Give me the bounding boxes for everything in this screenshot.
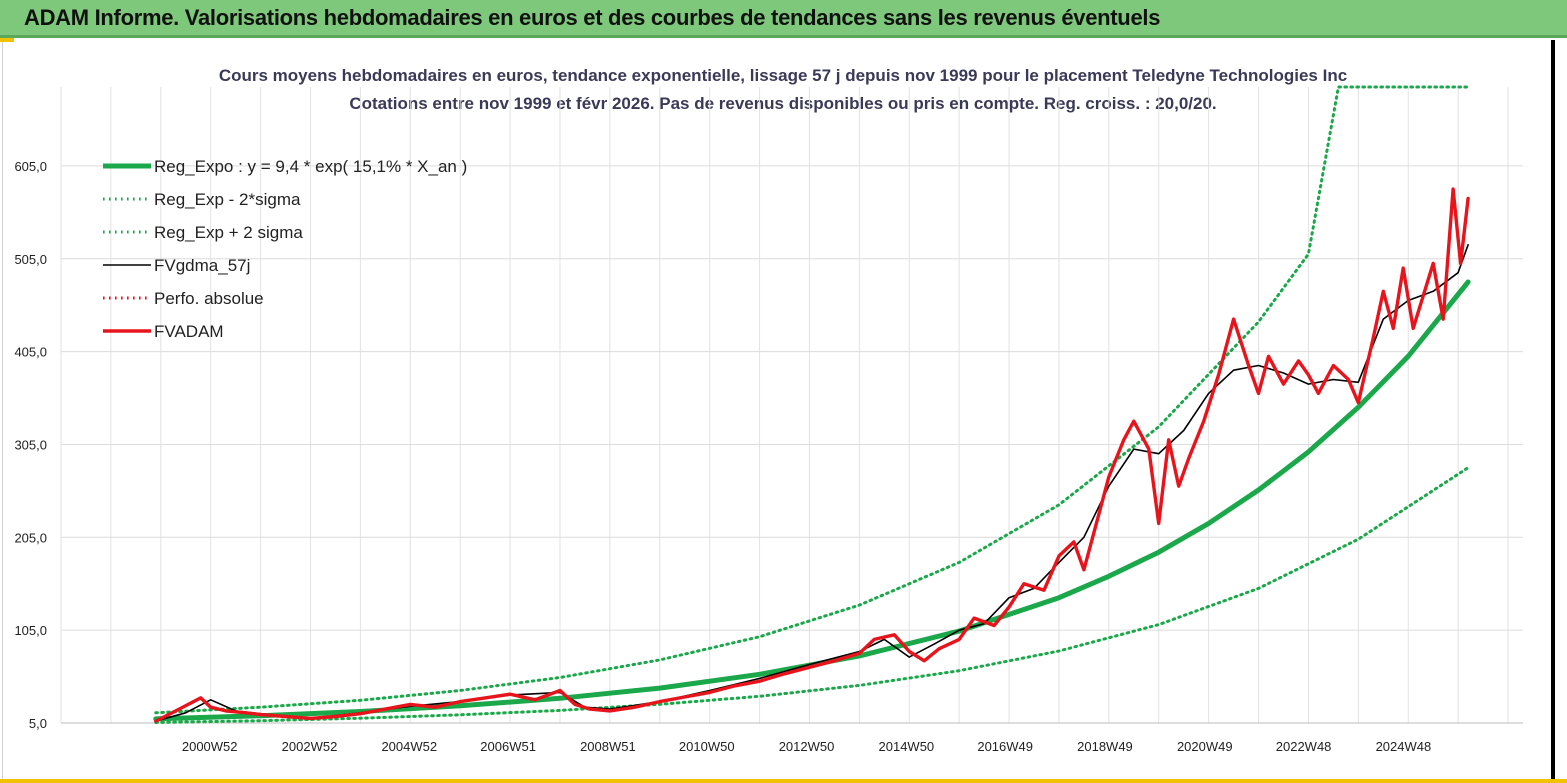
chart-svg: Cours moyens hebdomadaires en euros, ten… — [14, 66, 1523, 754]
right-border-mark — [1551, 40, 1555, 783]
y-tick-label: 105,0 — [14, 623, 47, 638]
x-tick-label: 2012W50 — [779, 739, 835, 754]
y-tick-label: 605,0 — [14, 159, 47, 174]
x-tick-label: 2014W50 — [879, 739, 935, 754]
series-line-5 — [154, 187, 1470, 723]
y-tick-label: 5,0 — [29, 716, 47, 731]
y-tick-label: 505,0 — [14, 252, 47, 267]
tick-layer: 5,0 105,0 205,0 305,0 405,0 505,0 605,0 2000W52… — [14, 159, 1431, 754]
legend-label: Perfo. absolue — [154, 289, 264, 308]
chart-frame: Cours moyens hebdomadaires en euros, ten… — [2, 42, 1551, 779]
series-layer — [153, 85, 1471, 724]
x-tick-label: 2020W49 — [1177, 739, 1233, 754]
x-tick-label: 2000W52 — [182, 739, 238, 754]
x-tick-label: 2010W50 — [679, 739, 735, 754]
header-bar: ADAM Informe. Valorisations hebdomadaire… — [0, 0, 1567, 38]
grid-layer — [60, 87, 1523, 724]
legend-label: FVADAM — [154, 322, 224, 341]
x-tick-label: 2006W51 — [480, 739, 536, 754]
left-accent-mark — [0, 38, 14, 42]
chart-subtitle: Cotations entre nov 1999 et févr 2026. P… — [349, 94, 1216, 113]
x-tick-label: 2018W49 — [1077, 739, 1133, 754]
x-tick-label: 2016W49 — [977, 739, 1033, 754]
x-tick-label: 2024W48 — [1376, 739, 1432, 754]
y-tick-label: 205,0 — [14, 530, 47, 545]
x-tick-label: 2022W48 — [1276, 739, 1332, 754]
y-tick-label: 305,0 — [14, 437, 47, 452]
series-line-3 — [155, 244, 1469, 722]
chart-title: Cours moyens hebdomadaires en euros, ten… — [219, 66, 1347, 85]
legend-label: FVgdma_57j — [154, 256, 250, 275]
legend-label: Reg_Exp + 2 sigma — [154, 223, 303, 242]
x-tick-label: 2002W52 — [282, 739, 338, 754]
x-tick-label: 2008W51 — [580, 739, 636, 754]
x-tick-label: 2004W52 — [381, 739, 437, 754]
y-tick-label: 405,0 — [14, 345, 47, 360]
series-line-0 — [153, 279, 1471, 722]
legend-label: Reg_Exp - 2*sigma — [154, 190, 301, 209]
series-line-1 — [154, 466, 1470, 724]
legend: Reg_Expo : y = 9,4 * exp( 15,1% * X_an )… — [103, 157, 467, 341]
page-title: ADAM Informe. Valorisations hebdomadaire… — [24, 5, 1161, 30]
series-line-2 — [154, 85, 1470, 715]
legend-label: Reg_Expo : y = 9,4 * exp( 15,1% * X_an ) — [154, 157, 467, 176]
bottom-accent-bar — [0, 779, 1567, 783]
